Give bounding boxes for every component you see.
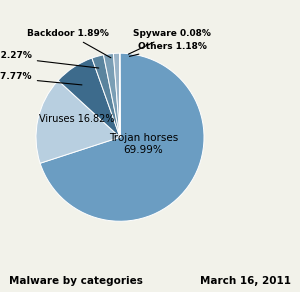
Text: Spyware 0.08%: Spyware 0.08% xyxy=(128,29,211,54)
Text: Worms 7.77%: Worms 7.77% xyxy=(0,72,82,85)
Text: Trojan horses
69.99%: Trojan horses 69.99% xyxy=(109,133,178,155)
Text: Viruses 16.82%: Viruses 16.82% xyxy=(39,114,114,124)
Text: Backdoor 1.89%: Backdoor 1.89% xyxy=(27,29,111,58)
Text: March 16, 2011: March 16, 2011 xyxy=(200,276,291,286)
Wedge shape xyxy=(40,53,204,221)
Wedge shape xyxy=(113,53,120,137)
Text: Others 1.18%: Others 1.18% xyxy=(129,42,206,56)
Text: Malware by categories: Malware by categories xyxy=(9,276,143,286)
Wedge shape xyxy=(58,58,120,137)
Wedge shape xyxy=(36,81,120,163)
Wedge shape xyxy=(103,53,120,137)
Text: Adware 2.27%: Adware 2.27% xyxy=(0,51,99,68)
Wedge shape xyxy=(92,55,120,137)
